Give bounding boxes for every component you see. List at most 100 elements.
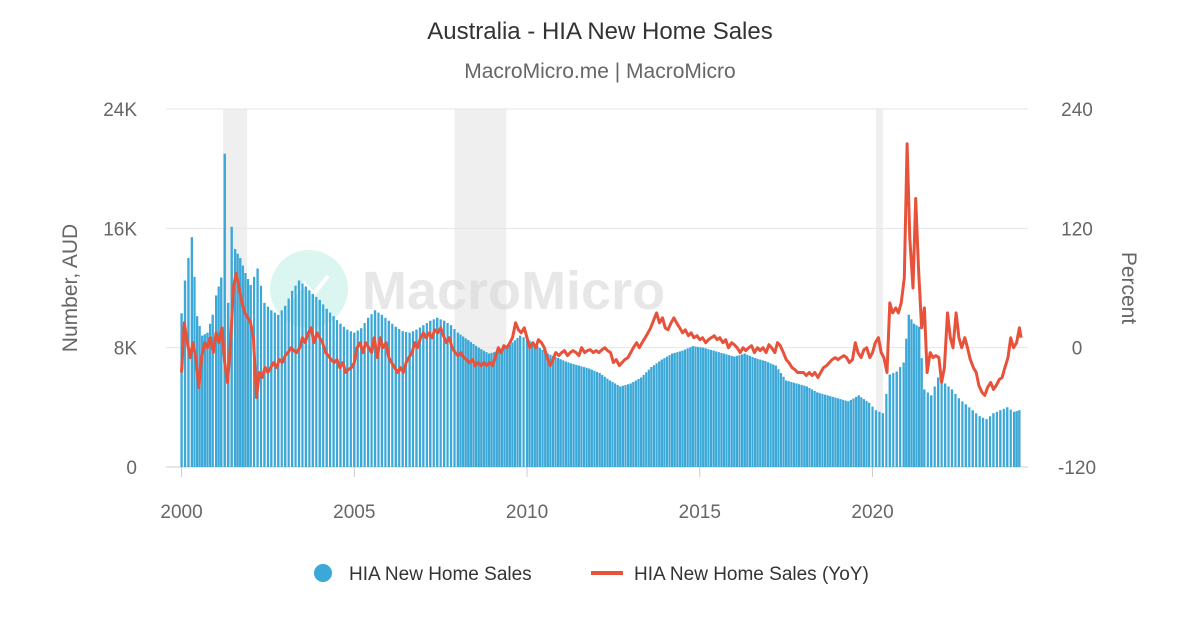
bar <box>738 355 741 467</box>
bar <box>709 349 713 467</box>
y-left-tick-label: 0 <box>126 458 137 479</box>
bar-peak <box>201 335 204 467</box>
bar <box>849 399 853 467</box>
bar-peak <box>577 365 580 467</box>
bar <box>668 355 671 467</box>
bar <box>730 355 733 467</box>
bar-peak <box>270 310 273 467</box>
bar <box>844 400 847 467</box>
bar <box>405 332 408 467</box>
bar <box>411 331 415 467</box>
bar-peak <box>249 285 252 467</box>
bar-peak <box>415 329 418 467</box>
bar <box>217 286 220 467</box>
bar <box>772 364 775 467</box>
bar <box>842 399 845 467</box>
bar-peak <box>422 325 425 467</box>
bar <box>513 340 517 467</box>
bar-peak <box>256 268 259 467</box>
bar <box>759 359 762 467</box>
bar <box>595 371 599 467</box>
bar-peak <box>220 277 223 467</box>
bar <box>273 312 276 467</box>
bar-peak <box>923 389 926 467</box>
bar <box>485 352 488 467</box>
bar-peak <box>449 325 453 467</box>
bar-peak <box>650 367 653 467</box>
legend-item-bars[interactable]: HIA New Home Sales <box>314 564 532 585</box>
bar-peak <box>546 353 549 467</box>
bar-peak <box>498 350 501 467</box>
bar <box>464 338 467 467</box>
bar <box>418 327 422 467</box>
bar-peak <box>291 290 294 467</box>
bar <box>208 323 212 467</box>
bar <box>533 344 536 467</box>
bar <box>503 347 506 467</box>
bar <box>769 363 772 467</box>
bar <box>715 351 718 467</box>
bar <box>981 417 985 467</box>
bar <box>425 323 428 467</box>
bar-peak <box>978 416 981 467</box>
bar <box>961 401 964 467</box>
bar <box>308 290 311 467</box>
bar-peak <box>187 258 190 467</box>
bar <box>663 358 666 467</box>
bar <box>790 381 793 467</box>
bar-peak <box>467 340 470 467</box>
bar <box>885 393 888 467</box>
bar <box>818 393 821 467</box>
y-right-tick-label: 240 <box>1061 100 1093 121</box>
bar <box>761 360 764 467</box>
bar <box>511 342 514 467</box>
bar-peak <box>918 326 921 467</box>
bar <box>717 352 720 467</box>
bar-peak <box>888 374 891 467</box>
bar <box>803 385 806 467</box>
bar <box>725 354 728 467</box>
bar <box>559 359 562 467</box>
bar-peak <box>380 314 384 467</box>
bar <box>363 323 366 467</box>
bar-peak <box>183 280 187 467</box>
legend: HIA New Home Sales HIA New Home Sales (Y… <box>314 564 869 585</box>
bar-peak <box>339 323 342 467</box>
bar <box>905 338 908 467</box>
bar <box>474 345 478 467</box>
bar <box>632 381 635 467</box>
bar-peak <box>881 413 884 467</box>
bar-peak <box>1018 410 1021 467</box>
bar <box>459 334 462 467</box>
bar-peak <box>826 395 829 467</box>
x-tick-label: 2005 <box>333 502 375 523</box>
bar <box>696 346 700 467</box>
bar-peak <box>639 377 643 467</box>
x-tick-label: 2015 <box>679 502 721 523</box>
bar <box>301 283 304 467</box>
bar <box>593 370 596 467</box>
bar-peak <box>857 395 860 467</box>
bar <box>878 411 881 467</box>
bar-peak <box>206 332 209 467</box>
legend-label-bars: HIA New Home Sales <box>349 564 532 585</box>
bar-peak <box>785 380 788 467</box>
bar <box>432 319 435 467</box>
y-left-tick-label: 24K <box>103 100 137 121</box>
x-tick-label: 2010 <box>506 502 548 523</box>
bar <box>933 386 936 467</box>
bar <box>899 367 902 467</box>
legend-label-line: HIA New Home Sales (YoY) <box>634 564 869 585</box>
bar-peak <box>318 299 321 467</box>
legend-item-line[interactable]: HIA New Home Sales (YoY) <box>591 564 869 585</box>
bar-peak <box>874 410 878 467</box>
bar-peak <box>753 358 757 467</box>
bar <box>655 363 658 467</box>
bar-peak <box>284 305 287 467</box>
bar <box>645 372 648 467</box>
bar-peak <box>277 314 280 467</box>
bar-peak <box>195 316 199 467</box>
y-right-tick-label: 0 <box>1072 339 1083 360</box>
bar-peak <box>211 314 214 467</box>
bar-peak <box>456 332 460 467</box>
